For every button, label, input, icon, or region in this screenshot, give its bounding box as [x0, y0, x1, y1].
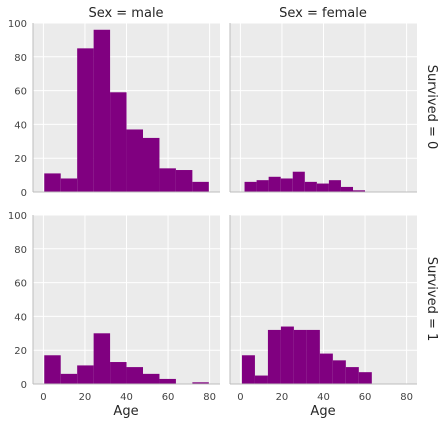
y-tick-label: 80 — [14, 245, 27, 256]
y-tick-label: 20 — [14, 346, 27, 357]
y-tick-label: 0 — [21, 380, 27, 391]
histogram-bar — [77, 48, 94, 192]
histogram-bar — [353, 190, 366, 192]
histogram-bar — [77, 365, 94, 384]
histogram-bar — [142, 373, 160, 384]
x-tick-label: 40 — [120, 392, 133, 403]
histogram-bar — [244, 181, 257, 192]
x-tick-label: 80 — [203, 392, 216, 403]
x-tick-label: 60 — [359, 392, 372, 403]
histogram-bar — [306, 329, 320, 384]
histogram-bar — [267, 329, 281, 384]
histogram-bar — [126, 367, 143, 384]
y-tick-label: 100 — [8, 211, 27, 222]
x-tick-label: 0 — [237, 392, 243, 403]
panel-male-survived-1: 0 20 40 60 80 100 0 20 40 60 80 — [8, 211, 220, 403]
histogram-bar — [256, 180, 269, 192]
histogram-bar — [345, 367, 359, 384]
histogram-bar — [304, 181, 317, 192]
histogram-bar — [44, 173, 61, 192]
x-axis-label-female: Age — [310, 404, 335, 419]
panel-female-survived-0 — [229, 22, 417, 193]
histogram-bar — [142, 137, 160, 192]
histogram-bar — [159, 168, 176, 192]
y-tick-label: 100 — [8, 19, 27, 30]
y-tick-label: 40 — [14, 312, 27, 323]
column-title-male: Sex = male — [88, 6, 163, 21]
histogram-bar — [319, 353, 333, 384]
histogram-bar — [192, 181, 209, 192]
histogram-bar — [175, 170, 193, 192]
histogram-bar — [110, 362, 127, 384]
x-tick-label: 20 — [276, 392, 289, 403]
histogram-bar — [358, 372, 372, 384]
row-title-survived-0: Survived = 0 — [424, 65, 439, 150]
histogram-bar — [192, 382, 209, 384]
x-tick-label: 40 — [317, 392, 330, 403]
histogram-bar — [292, 171, 305, 192]
histogram-bar — [293, 329, 307, 384]
histogram-bar — [280, 326, 294, 384]
panel-female-survived-1: 0 20 40 60 80 — [229, 214, 417, 403]
y-tick-label: 60 — [14, 279, 27, 290]
histogram-bar — [316, 183, 329, 192]
y-tick-label: 40 — [14, 120, 27, 131]
histogram-bar — [93, 29, 111, 193]
x-tick-label: 0 — [40, 392, 46, 403]
x-tick-label: 20 — [79, 392, 92, 403]
histogram-bar — [254, 375, 268, 384]
y-tick-label: 0 — [21, 188, 27, 199]
column-title-female: Sex = female — [279, 6, 367, 21]
histogram-bar — [268, 176, 281, 192]
x-tick-label: 80 — [400, 392, 413, 403]
histogram-bar — [280, 178, 293, 192]
x-axis-label-male: Age — [113, 404, 138, 419]
panel-male-survived-0: 0 20 40 60 80 100 — [8, 19, 220, 199]
histogram-bar — [126, 129, 143, 192]
y-tick-label: 60 — [14, 87, 27, 98]
y-tick-label: 80 — [14, 53, 27, 64]
histogram-bar — [332, 360, 346, 384]
histogram-bar — [60, 178, 78, 192]
histogram-bar — [93, 333, 111, 384]
histogram-bar — [340, 186, 354, 192]
histogram-bar — [44, 355, 61, 384]
histogram-bar — [159, 378, 176, 384]
histogram-bar — [110, 92, 127, 192]
histogram-bar — [241, 355, 255, 384]
histogram-bar — [60, 373, 78, 384]
x-tick-label: 60 — [162, 392, 175, 403]
y-tick-label: 20 — [14, 154, 27, 165]
histogram-bar — [328, 180, 341, 192]
row-title-survived-1: Survived = 1 — [424, 257, 439, 342]
